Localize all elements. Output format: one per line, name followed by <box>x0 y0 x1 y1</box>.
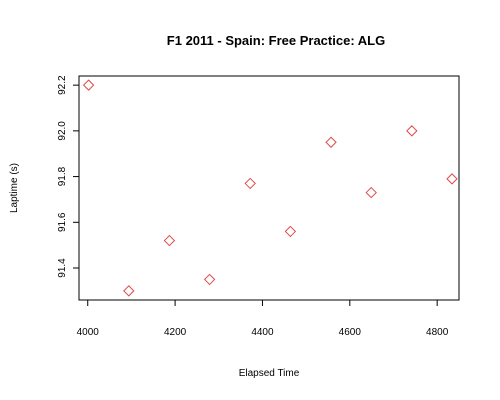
y-tick-label: 91.8 <box>57 166 68 186</box>
data-point <box>203 273 216 286</box>
data-point <box>406 125 418 137</box>
x-tick-label: 4200 <box>164 327 187 338</box>
data-point <box>244 177 256 190</box>
data-point <box>284 225 297 238</box>
y-tick-label: 91.6 <box>57 212 68 232</box>
plot-frame <box>78 75 460 301</box>
x-tick-label: 4600 <box>339 327 362 338</box>
y-tick-label: 92.2 <box>57 75 68 95</box>
data-point <box>365 186 377 199</box>
chart-title: F1 2011 - Spain: Free Practice: ALG <box>167 33 385 48</box>
y-tick-label: 91.4 <box>57 258 68 278</box>
x-tick-label: 4800 <box>426 327 449 338</box>
data-point <box>446 173 458 185</box>
x-tick-label: 4400 <box>251 327 274 338</box>
data-points <box>82 79 458 297</box>
data-point <box>163 234 176 247</box>
data-point <box>325 136 337 148</box>
y-axis-label: Laptime (s) <box>9 163 20 213</box>
x-axis: 4000 4200 4400 4600 4800 <box>77 300 449 338</box>
data-point <box>123 285 135 297</box>
x-axis-label: Elapsed Time <box>239 368 300 379</box>
y-tick-label: 92.0 <box>57 121 68 141</box>
data-point <box>82 79 95 91</box>
y-axis: 91.4 91.6 91.8 92.0 92.2 <box>57 75 79 278</box>
x-tick-label: 4000 <box>77 327 100 338</box>
